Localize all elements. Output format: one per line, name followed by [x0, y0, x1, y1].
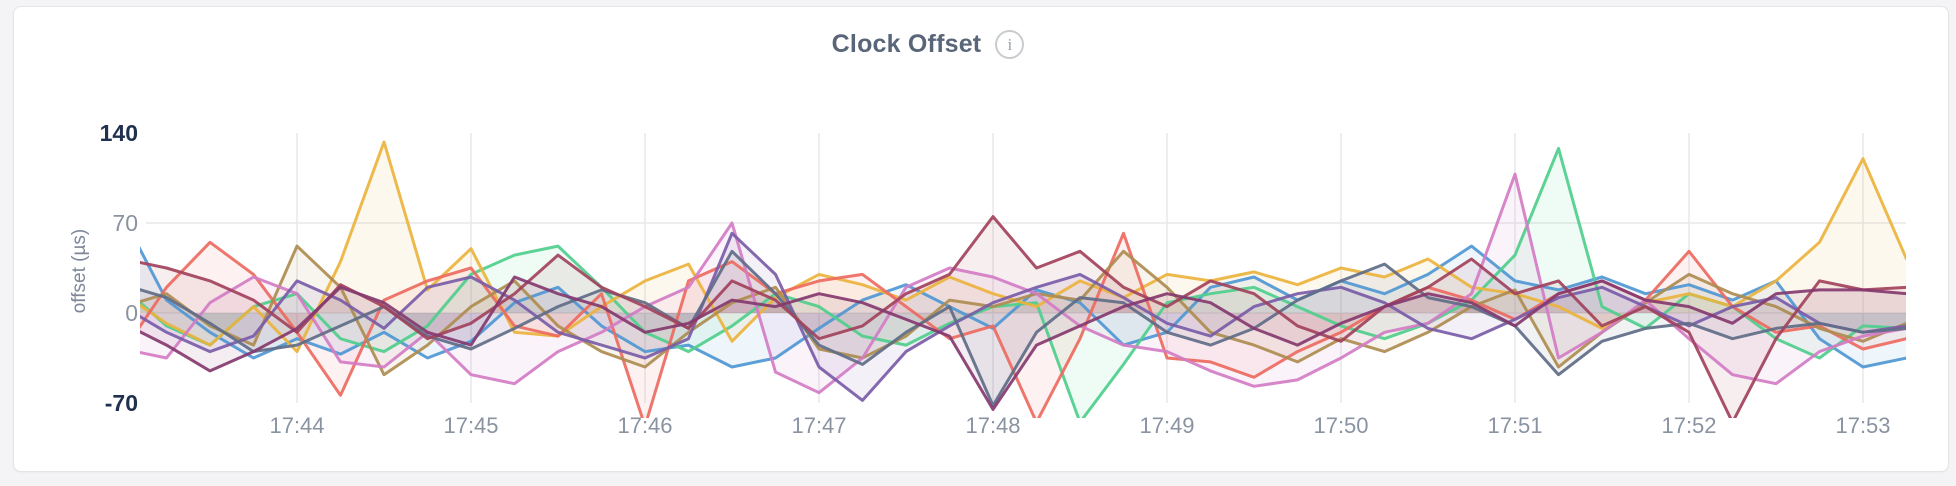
x-tick-label: 17:48	[965, 413, 1020, 438]
series-line-orchid[interactable]	[123, 172, 1907, 395]
series-line-blue[interactable]	[123, 217, 1907, 369]
y-tick-label: 0	[125, 300, 138, 326]
y-tick-label: -70	[105, 390, 138, 416]
x-tick-label: 17:50	[1313, 413, 1368, 438]
chart-header: Clock Offset i	[0, 30, 1906, 59]
y-tick-label: 70	[112, 210, 138, 236]
x-tick-label: 17:47	[791, 413, 846, 438]
x-tick-label: 17:52	[1661, 413, 1716, 438]
x-tick-label: 17:45	[443, 413, 498, 438]
x-tick-label: 17:46	[617, 413, 672, 438]
series-line-violet[interactable]	[123, 231, 1907, 402]
x-tick-label: 17:51	[1487, 413, 1542, 438]
chart-title: Clock Offset	[831, 30, 982, 58]
series-area-red	[140, 233, 1906, 418]
info-icon[interactable]: i	[995, 30, 1025, 59]
series-area-maroon	[140, 216, 1906, 418]
x-tick-label: 17:44	[269, 413, 324, 438]
x-tick-label: 17:53	[1835, 413, 1890, 438]
series-area-olive	[140, 246, 1906, 375]
chart-card	[13, 6, 1949, 472]
series-area-slate	[140, 251, 1906, 406]
info-icon-glyph: i	[1007, 34, 1013, 54]
series-area-blue	[140, 246, 1906, 367]
series-line-plum[interactable]	[123, 275, 1907, 411]
series-line-maroon[interactable]	[123, 215, 1907, 423]
x-tick-label: 17:49	[1139, 413, 1194, 438]
y-tick-label: 140	[100, 120, 138, 146]
series-line-slate[interactable]	[123, 249, 1907, 408]
